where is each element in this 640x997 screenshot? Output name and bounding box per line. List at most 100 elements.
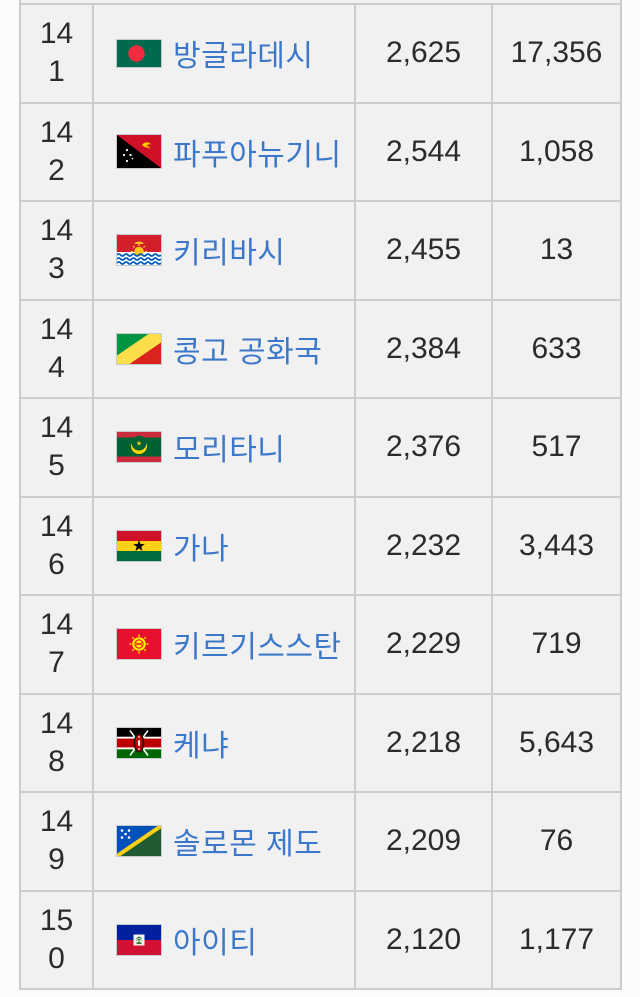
country-link[interactable]: 모리타니 bbox=[173, 434, 286, 468]
country-link[interactable]: 솔로몬 제도 bbox=[173, 828, 323, 862]
value1-cell: 2,120 bbox=[356, 891, 493, 988]
country-cell: 키리바시 bbox=[94, 202, 356, 299]
rank-line-2: 8 bbox=[48, 744, 65, 778]
value2: 719 bbox=[531, 627, 582, 661]
value2-cell: 517 bbox=[493, 399, 620, 496]
country-cell: 파푸아뉴기니 bbox=[94, 103, 356, 200]
value2: 633 bbox=[531, 331, 582, 365]
rank-line-2: 6 bbox=[48, 547, 65, 581]
country-cell: 키르기스스탄 bbox=[94, 596, 356, 693]
value1: 2,232 bbox=[385, 528, 462, 562]
rank-cell: 14 1 bbox=[21, 5, 94, 102]
kyrgyzstan-flag-icon[interactable] bbox=[116, 628, 162, 661]
value1: 2,209 bbox=[385, 824, 462, 858]
country-cell: 모리타니 bbox=[94, 399, 356, 496]
value1: 2,455 bbox=[385, 233, 462, 267]
value1: 2,120 bbox=[385, 922, 462, 956]
table-row: 14 4 콩고 공화국 2,384 633 bbox=[21, 298, 620, 398]
country-link[interactable]: 가나 bbox=[173, 532, 230, 566]
value1: 2,218 bbox=[385, 725, 462, 759]
value1-cell: 2,376 bbox=[356, 399, 493, 496]
value2-cell: 1,177 bbox=[493, 892, 620, 989]
value2-cell: 5,643 bbox=[493, 695, 620, 792]
country-link[interactable]: 방글라데시 bbox=[173, 40, 314, 74]
value2-cell: 633 bbox=[493, 301, 620, 398]
value2: 13 bbox=[539, 233, 574, 267]
country-ranking-table: 14 1 방글라데시 2,625 17,356 14 2 파푸아뉴기니 2,54… bbox=[19, 0, 622, 990]
rank-cell: 14 8 bbox=[21, 694, 94, 791]
table-row: 14 1 방글라데시 2,625 17,356 bbox=[21, 3, 620, 102]
value1-cell: 2,209 bbox=[356, 793, 493, 890]
country-cell: 가나 bbox=[94, 497, 356, 594]
table-row: 14 8 케냐 2,218 5,643 bbox=[21, 692, 620, 792]
country-cell: 아이티 bbox=[94, 891, 356, 988]
value2: 1,177 bbox=[518, 922, 595, 956]
value2: 1,058 bbox=[518, 134, 595, 168]
republic-of-the-congo-flag-icon[interactable] bbox=[116, 332, 162, 365]
rank-line-1: 14 bbox=[39, 214, 74, 248]
rank-line-1: 14 bbox=[39, 17, 74, 51]
value2-cell: 719 bbox=[493, 596, 620, 693]
value1-cell: 2,625 bbox=[356, 5, 493, 102]
rank-line-2: 9 bbox=[48, 843, 65, 877]
solomon-islands-flag-icon[interactable] bbox=[116, 825, 162, 858]
value1-cell: 2,229 bbox=[356, 596, 493, 693]
rank-line-2: 1 bbox=[48, 55, 65, 89]
rank-cell: 14 3 bbox=[21, 202, 94, 299]
value1-cell: 2,455 bbox=[356, 202, 493, 299]
table-row: 14 2 파푸아뉴기니 2,544 1,058 bbox=[21, 101, 620, 201]
table-row: 15 0 아이티 2,120 1,177 bbox=[21, 889, 620, 989]
table-row: 14 3 키리바시 2,455 13 bbox=[21, 200, 620, 299]
rank-line-2: 4 bbox=[48, 350, 65, 384]
mauritania-flag-icon[interactable] bbox=[116, 431, 162, 464]
country-link[interactable]: 아이티 bbox=[173, 926, 258, 960]
rank-line-2: 2 bbox=[48, 153, 65, 187]
value2: 76 bbox=[539, 824, 574, 858]
country-link[interactable]: 키르기스스탄 bbox=[173, 631, 342, 665]
value2-cell: 3,443 bbox=[493, 498, 620, 595]
rank-line-2: 5 bbox=[48, 449, 65, 483]
country-link[interactable]: 키리바시 bbox=[173, 237, 286, 271]
value1: 2,384 bbox=[385, 331, 462, 365]
table-row: 14 7 키르기스스탄 2,229 719 bbox=[21, 594, 620, 693]
rank-line-1: 15 bbox=[39, 903, 74, 937]
value1: 2,625 bbox=[385, 36, 462, 70]
value2: 17,356 bbox=[510, 36, 603, 70]
country-link[interactable]: 케냐 bbox=[173, 729, 230, 763]
rank-cell: 14 9 bbox=[21, 793, 94, 890]
value1-cell: 2,544 bbox=[356, 103, 493, 200]
rank-cell: 14 7 bbox=[21, 596, 94, 693]
country-link[interactable]: 파푸아뉴기니 bbox=[173, 138, 342, 172]
table-row: 14 6 가나 2,232 3,443 bbox=[21, 495, 620, 595]
bangladesh-flag-icon[interactable] bbox=[116, 38, 162, 68]
rank-line-1: 14 bbox=[39, 608, 74, 642]
partial-row-top bbox=[21, 0, 620, 3]
country-link[interactable]: 콩고 공화국 bbox=[173, 335, 323, 369]
value2-cell: 1,058 bbox=[493, 104, 620, 201]
papua-new-guinea-flag-icon[interactable] bbox=[116, 134, 162, 170]
table-row: 14 5 모리타니 2,376 517 bbox=[21, 397, 620, 496]
rank-cell: 14 4 bbox=[21, 300, 94, 397]
value1-cell: 2,218 bbox=[356, 694, 493, 791]
ghana-flag-icon[interactable] bbox=[116, 529, 162, 562]
kenya-flag-icon[interactable] bbox=[116, 726, 162, 759]
country-cell: 방글라데시 bbox=[94, 5, 356, 102]
value2: 5,643 bbox=[518, 725, 595, 759]
value1: 2,229 bbox=[385, 627, 462, 661]
value2-cell: 76 bbox=[493, 793, 620, 890]
value2-cell: 13 bbox=[493, 202, 620, 299]
rank-line-2: 7 bbox=[48, 646, 65, 680]
kiribati-flag-icon[interactable] bbox=[116, 234, 162, 267]
rank-line-2: 3 bbox=[48, 252, 65, 286]
rank-cell: 15 0 bbox=[21, 891, 94, 988]
value1-cell: 2,384 bbox=[356, 300, 493, 397]
table-row: 14 9 솔로몬 제도 2,209 76 bbox=[21, 791, 620, 890]
haiti-flag-icon[interactable] bbox=[116, 923, 162, 956]
value2: 3,443 bbox=[518, 528, 595, 562]
value1: 2,544 bbox=[385, 134, 462, 168]
rank-cell: 14 5 bbox=[21, 399, 94, 496]
rank-cell: 14 6 bbox=[21, 497, 94, 594]
country-cell: 콩고 공화국 bbox=[94, 300, 356, 397]
value1-cell: 2,232 bbox=[356, 497, 493, 594]
value2-cell: 17,356 bbox=[493, 5, 620, 102]
